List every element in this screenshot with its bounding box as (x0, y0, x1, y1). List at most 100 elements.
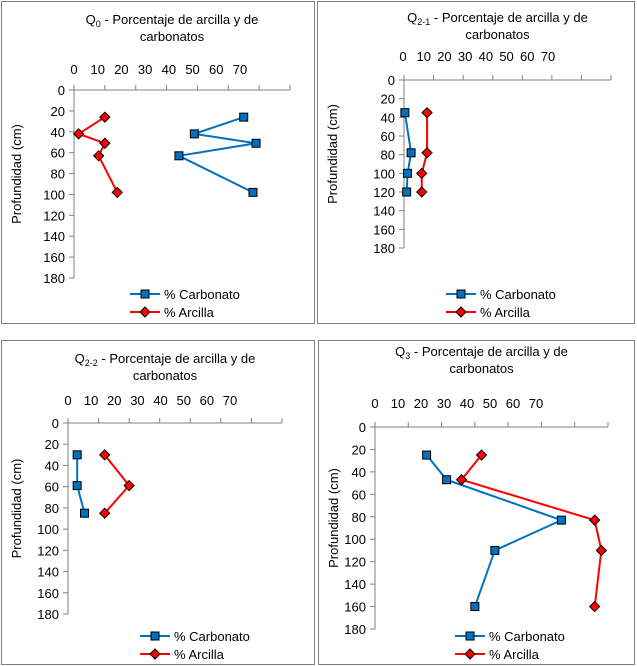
y-tick-label: 80 (45, 501, 59, 516)
y-tick-label: 160 (43, 250, 65, 265)
legend-label: % Carbonato (164, 287, 240, 302)
x-tick-label: 40 (162, 62, 176, 77)
y-tick-label: 20 (352, 442, 366, 457)
x-tick-label: 50 (483, 396, 497, 411)
y-tick-label: 120 (43, 208, 65, 223)
x-tick-label: 20 (437, 49, 451, 64)
y-tick-label: 180 (43, 271, 65, 286)
y-tick-label: 160 (344, 600, 366, 615)
x-tick-label: 30 (130, 393, 144, 408)
y-tick-label: 100 (344, 532, 366, 547)
data-point-arcilla (588, 600, 601, 613)
y-tick-label: 160 (37, 586, 59, 601)
data-point-arcilla (99, 111, 111, 123)
x-tick-label: 0 (371, 396, 378, 411)
x-tick-label: 50 (185, 62, 199, 77)
data-point-carbonato (422, 450, 432, 460)
y-tick-label: 140 (43, 229, 65, 244)
y-axis-title: Profundidad (cm) (326, 468, 341, 568)
data-point-arcilla (92, 150, 105, 162)
x-tick-label: 0 (64, 393, 71, 408)
legend-marker-arcilla (455, 306, 467, 318)
data-point-arcilla (72, 128, 85, 140)
chart-title: Q2-1 - Porcentaje de arcilla y de (407, 10, 588, 27)
data-point-arcilla (421, 106, 433, 119)
y-tick-label: 120 (37, 543, 59, 558)
y-axis-title: Profundidad (cm) (325, 104, 340, 204)
chart-panel-1: Q2-1 - Porcentaje de arcilla y decarbona… (317, 1, 635, 324)
x-tick-label: 0 (399, 49, 406, 64)
y-tick-label: 140 (344, 577, 366, 592)
panel-border (318, 340, 635, 665)
x-tick-label: 10 (90, 62, 104, 77)
legend-label: % Arcilla (480, 305, 531, 320)
x-tick-label: 10 (84, 393, 98, 408)
y-tick-label: 0 (58, 83, 65, 98)
chart-panel-3: Q3 - Porcentaje de arcilla y decarbonato… (318, 340, 635, 665)
legend-label: % Carbonato (174, 629, 250, 644)
x-tick-label: 20 (107, 393, 121, 408)
chart-title-line2: carbonatos (449, 361, 514, 376)
data-point-arcilla (588, 514, 601, 526)
data-point-arcilla (98, 449, 111, 461)
data-point-carbonato (174, 151, 184, 161)
y-tick-label: 60 (45, 480, 59, 495)
data-point-arcilla (111, 186, 123, 199)
y-tick-label: 40 (381, 110, 395, 125)
y-axis-title: Profundidad (cm) (9, 124, 24, 224)
data-point-arcilla (123, 479, 135, 492)
chart-title-line2: carbonatos (140, 29, 205, 44)
y-tick-label: 140 (373, 204, 395, 219)
x-tick-label: 20 (414, 396, 428, 411)
y-tick-label: 40 (51, 125, 65, 140)
data-point-carbonato (251, 138, 261, 148)
legend-marker-carbonato (465, 631, 475, 641)
y-tick-label: 60 (381, 129, 395, 144)
x-tick-label: 0 (70, 62, 77, 77)
data-point-carbonato (72, 450, 82, 460)
data-point-arcilla (475, 449, 488, 461)
data-point-carbonato (403, 168, 413, 178)
data-point-carbonato (406, 148, 416, 158)
chart-title-line2: carbonatos (133, 368, 198, 383)
chart-title-line2: carbonatos (465, 27, 530, 42)
x-tick-label: 70 (233, 62, 247, 77)
legend-marker-arcilla (149, 648, 161, 660)
x-tick-label: 60 (209, 62, 223, 77)
x-tick-label: 30 (437, 396, 451, 411)
y-tick-label: 120 (373, 185, 395, 200)
legend-marker-carbonato (150, 631, 160, 641)
chart-panel-0: Q0 - Porcentaje de arcilla y decarbonato… (1, 1, 315, 324)
x-tick-label: 40 (460, 396, 474, 411)
panel-border (317, 1, 635, 324)
y-tick-label: 80 (51, 167, 65, 182)
legend-marker-arcilla (139, 306, 151, 318)
x-tick-label: 10 (391, 396, 405, 411)
data-point-arcilla (416, 167, 428, 180)
data-point-carbonato (80, 508, 90, 518)
data-point-carbonato (490, 545, 500, 555)
y-tick-label: 40 (352, 465, 366, 480)
x-tick-label: 50 (176, 393, 190, 408)
x-tick-label: 20 (114, 62, 128, 77)
legend-label: % Arcilla (164, 305, 215, 320)
y-tick-label: 80 (381, 148, 395, 163)
y-tick-label: 40 (45, 458, 59, 473)
x-tick-label: 30 (458, 49, 472, 64)
x-tick-label: 30 (138, 62, 152, 77)
x-tick-label: 60 (506, 396, 520, 411)
y-tick-label: 180 (37, 607, 59, 622)
data-point-arcilla (595, 544, 608, 557)
data-point-carbonato (400, 108, 410, 118)
y-tick-label: 60 (352, 487, 366, 502)
data-point-carbonato (189, 129, 199, 139)
y-tick-label: 100 (43, 187, 65, 202)
legend-label: % Arcilla (489, 647, 540, 662)
chart-title: Q3 - Porcentaje de arcilla y de (395, 344, 568, 361)
y-tick-label: 140 (37, 565, 59, 580)
legend-label: % Carbonato (489, 629, 565, 644)
data-point-carbonato (72, 481, 82, 491)
y-tick-label: 0 (388, 73, 395, 88)
y-tick-label: 0 (359, 420, 366, 435)
